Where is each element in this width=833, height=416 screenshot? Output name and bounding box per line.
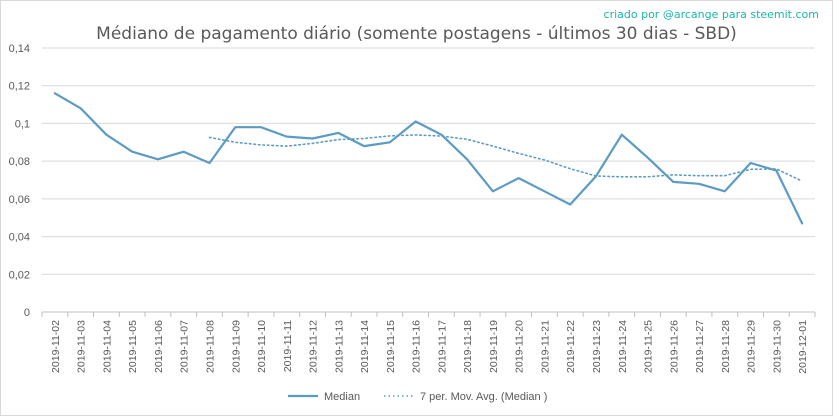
x-tick-label: 2019-11-12 bbox=[308, 320, 320, 373]
x-tick-label: 2019-11-09 bbox=[230, 320, 242, 373]
x-tick-label: 2019-11-05 bbox=[127, 320, 139, 373]
x-tick-label: 2019-11-14 bbox=[359, 320, 371, 373]
x-axis: 2019-11-02 2019-11-03 2019-11-04 2019-11-05… bbox=[41, 312, 816, 374]
x-tick-label: 2019-11-27 bbox=[694, 320, 706, 373]
y-tick-label: 0,06 bbox=[9, 194, 30, 206]
x-tick-label: 2019-11-20 bbox=[514, 320, 526, 373]
median-line bbox=[53, 92, 804, 225]
x-tick-label: 2019-11-10 bbox=[256, 320, 268, 373]
x-tick-label: 2019-11-25 bbox=[643, 320, 655, 373]
y-tick-label: 0,02 bbox=[9, 269, 30, 281]
x-tick-label: 2019-11-11 bbox=[282, 320, 294, 372]
y-tick-label: 0,12 bbox=[9, 81, 30, 93]
x-tick-label: 2019-11-06 bbox=[153, 320, 165, 373]
y-tick-label: 0 bbox=[24, 307, 30, 319]
x-tick-label: 2019-11-03 bbox=[76, 320, 88, 373]
y-tick-label: 0,14 bbox=[9, 43, 30, 55]
x-tick-label: 2019-11-02 bbox=[50, 320, 62, 373]
series-lines bbox=[53, 92, 804, 225]
x-tick-label: 2019-11-23 bbox=[591, 320, 603, 373]
legend-label: 7 per. Mov. Avg. (Median ) bbox=[420, 391, 547, 403]
x-tick-label: 2019-11-13 bbox=[333, 320, 345, 373]
y-axis: 0 0,02 0,04 0,06 0,08 0,1 0,12 0,14 bbox=[9, 43, 30, 319]
x-tick-label: 2019-11-21 bbox=[539, 320, 551, 373]
x-tick-label: 2019-11-22 bbox=[565, 320, 577, 373]
x-tick-label: 2019-11-28 bbox=[720, 320, 732, 373]
x-tick-label: 2019-12-01 bbox=[797, 320, 809, 374]
y-tick-label: 0,1 bbox=[15, 118, 30, 130]
legend: Median 7 per. Mov. Avg. (Median ) bbox=[288, 391, 547, 403]
x-tick-label: 2019-11-16 bbox=[411, 320, 423, 373]
x-tick-label: 2019-11-18 bbox=[462, 320, 474, 373]
y-tick-label: 0,04 bbox=[9, 232, 30, 244]
chart-title: Médiano de pagamento diário (somente pos… bbox=[96, 24, 737, 44]
moving-average-line bbox=[208, 134, 803, 182]
x-tick-label: 2019-11-07 bbox=[179, 320, 191, 373]
x-tick-label: 2019-11-24 bbox=[617, 320, 629, 373]
x-tick-label: 2019-11-17 bbox=[436, 320, 448, 373]
x-tick-label: 2019-11-08 bbox=[204, 320, 216, 373]
x-tick-label: 2019-11-29 bbox=[746, 320, 758, 373]
credit-text: criado por @arcange para steemit.com bbox=[603, 8, 819, 21]
legend-label: Median bbox=[324, 391, 360, 403]
x-tick-label: 2019-11-15 bbox=[385, 320, 397, 373]
gridlines bbox=[42, 47, 815, 313]
x-tick-label: 2019-11-26 bbox=[668, 320, 680, 373]
x-tick-label: 2019-11-19 bbox=[488, 320, 500, 373]
x-tick-label: 2019-11-30 bbox=[771, 320, 783, 373]
x-tick-label: 2019-11-04 bbox=[101, 320, 113, 373]
y-tick-label: 0,08 bbox=[9, 156, 30, 168]
